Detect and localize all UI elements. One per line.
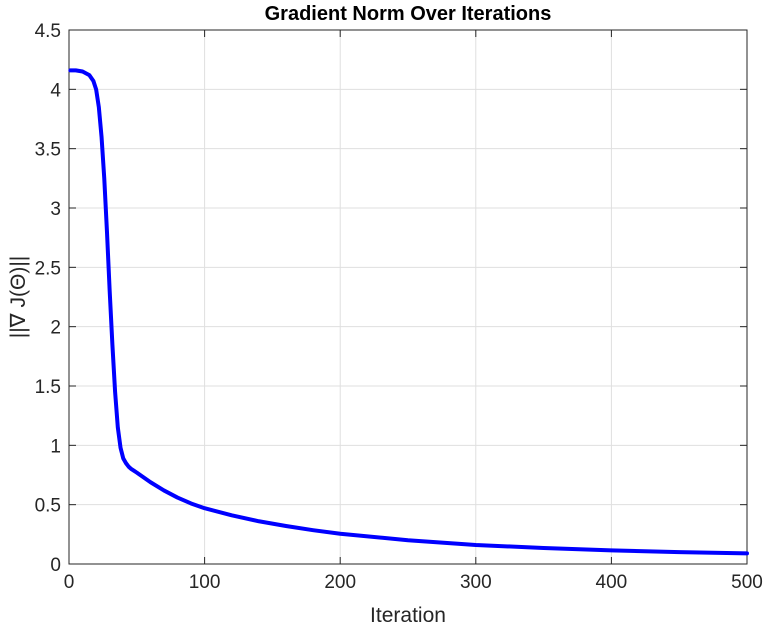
x-tick-label: 0: [64, 572, 75, 593]
series-line: [68, 68, 749, 556]
x-tick-label: 300: [460, 572, 492, 593]
x-tick-label: 400: [596, 572, 628, 593]
y-tick-label: 3.5: [35, 140, 61, 161]
x-tick-label: 500: [731, 572, 763, 593]
chart-title: Gradient Norm Over Iterations: [265, 3, 552, 25]
tick-marks: [68, 29, 748, 565]
plot-area-border: [68, 29, 748, 565]
y-tick-label: 1.5: [35, 377, 61, 398]
y-tick-label: 3: [50, 199, 61, 220]
y-tick-label: 0: [50, 555, 61, 576]
y-tick-label: 1: [50, 436, 61, 457]
y-tick-label: 2.5: [35, 258, 61, 279]
series-layer: [68, 68, 749, 556]
y-tick-label: 2: [50, 318, 61, 339]
y-tick-label: 4: [50, 80, 61, 101]
y-axis-title: ||∇ J(Θ)||: [7, 256, 30, 339]
x-axis-title: Iteration: [370, 604, 446, 627]
y-tick-label: 0.5: [35, 496, 61, 517]
x-tick-label: 200: [324, 572, 356, 593]
y-tick-label: 4.5: [35, 21, 61, 42]
tick-labels: 0 100 200 300 400 500 0 0.5 1 1.5 2 2.5 3 3.5 4 4.5: [35, 21, 763, 593]
grid-lines: [68, 29, 748, 565]
x-tick-label: 100: [189, 572, 221, 593]
